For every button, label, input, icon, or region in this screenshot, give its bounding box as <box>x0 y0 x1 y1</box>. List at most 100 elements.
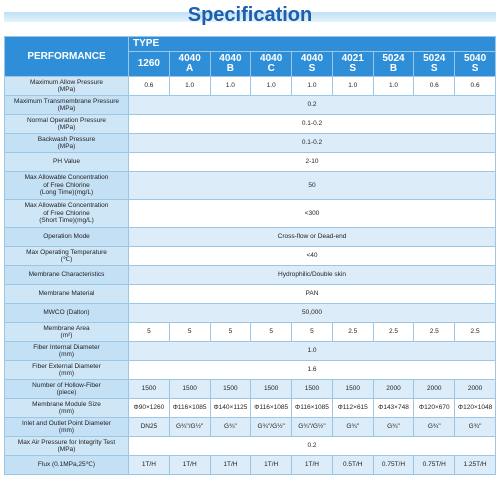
spec-row: MWCO (Dalton) 50,000 <box>4 303 496 323</box>
row-label: Max Allowable Concentration of Free Chlo… <box>4 199 129 228</box>
title: Specification <box>187 4 313 26</box>
cell-value: Φ116×1085 <box>291 398 333 418</box>
cell-value: 1T/H <box>250 455 293 475</box>
model-header: 4040 S <box>291 51 333 77</box>
row-label: Fiber Internal Diameter (mm) <box>4 341 129 361</box>
cell-value: 0.6 <box>454 76 496 96</box>
model-header: 4040 B <box>209 51 252 77</box>
cell-value: 1.25T/H <box>454 455 496 475</box>
spec-row: Fiber Internal Diameter (mm) 1.0 <box>4 341 496 361</box>
cell-value: 1500 <box>209 379 252 399</box>
row-label: Inlet and Outlet Point Diameter (mm) <box>4 417 129 437</box>
cell-value: 5 <box>128 322 170 342</box>
spec-row: Flux (0.1MPa,25℃) 1T/H 1T/H 1T/H 1T/H 1T/H 0.5… <box>4 455 496 475</box>
merged-value: PAN <box>128 284 496 304</box>
model-header: 4040 C <box>250 51 293 77</box>
row-label: Normal Operation Pressure (MPa) <box>4 114 129 134</box>
cell-value: 0.6 <box>128 76 170 96</box>
cell-value: 2000 <box>413 379 456 399</box>
cell-value: 1T/H <box>128 455 170 475</box>
cell-value: 2.5 <box>331 322 374 342</box>
cell-value: DN25 <box>128 417 170 437</box>
table-body: Maximum Allow Pressure (MPa) 0.6 1.0 1.0 1.0… <box>4 76 496 475</box>
merged-value: Hydrophilic/Double skin <box>128 265 496 285</box>
row-label: Number of Hollow-Fiber (piece) <box>4 379 129 399</box>
merged-value: 1.0 <box>128 341 496 361</box>
row-label: Maximum Transmembrane Pressure (MPa) <box>4 95 129 115</box>
cell-value: 1500 <box>168 379 211 399</box>
cell-value: 1.0 <box>372 76 415 96</box>
model-header: 5024 B <box>372 51 415 77</box>
merged-value: 0.2 <box>128 95 496 115</box>
row-label: Membrane Material <box>4 284 129 304</box>
spec-row: PH Value 2-10 <box>4 152 496 172</box>
cell-value: 1T/H <box>168 455 211 475</box>
model-header: 5024 S <box>413 51 456 77</box>
cell-value: G¾" <box>372 417 415 437</box>
cell-value: Φ143×748 <box>372 398 415 418</box>
cell-value: Φ116×1085 <box>250 398 293 418</box>
row-label: Flux (0.1MPa,25℃) <box>4 455 129 475</box>
merged-value: 50 <box>128 171 496 200</box>
group-header: TYPE <box>128 36 496 52</box>
cell-value: 1500 <box>291 379 333 399</box>
merged-value: Cross-flow or Dead-end <box>128 227 496 247</box>
cell-value: 1T/H <box>291 455 333 475</box>
row-label: Membrane Area (m²) <box>4 322 129 342</box>
cell-value: 1500 <box>128 379 170 399</box>
row-label: PH Value <box>4 152 129 172</box>
merged-value: <300 <box>128 199 496 228</box>
cell-value: Φ120×1048 <box>454 398 496 418</box>
cell-value: 2.5 <box>372 322 415 342</box>
cell-value: 1.0 <box>168 76 211 96</box>
model-header: 1260 <box>128 51 170 77</box>
row-label: MWCO (Dalton) <box>4 303 129 323</box>
cell-value: G¾"/G½" <box>250 417 293 437</box>
spec-row: Backwash Pressure (MPa) 0.1-0.2 <box>4 133 496 153</box>
row-label: Maximum Allow Pressure (MPa) <box>4 76 129 96</box>
spec-row: Membrane Area (m²) 5 5 5 5 5 2.5 2.5 2.5 2.5 <box>4 322 496 342</box>
model-header: 5040 S <box>454 51 496 77</box>
cell-value: Φ140×1125 <box>209 398 252 418</box>
spec-row: Inlet and Outlet Point Diameter (mm) DN25… <box>4 417 496 437</box>
spec-row: Fiber External Diameter (mm) 1.6 <box>4 360 496 380</box>
model-header: 4021 S <box>331 51 374 77</box>
row-label: Membrane Characteristics <box>4 265 129 285</box>
spec-row: Operation Mode Cross-flow or Dead-end <box>4 227 496 247</box>
cell-value: Φ90×1260 <box>128 398 170 418</box>
spec-row: Max Operating Temperature (℃) <40 <box>4 246 496 266</box>
row-label: Max Allowable Concentration of Free Chlo… <box>4 171 129 200</box>
cell-value: G¾"/G½" <box>291 417 333 437</box>
cell-value: 1500 <box>331 379 374 399</box>
merged-value: 0.2 <box>128 436 496 456</box>
row-label: Max Air Pressure for Integrity Test (MPa… <box>4 436 129 456</box>
merged-value: 1.6 <box>128 360 496 380</box>
cell-value: 0.75T/H <box>413 455 456 475</box>
header-row: PERFORMANCE TYPE <box>4 36 496 77</box>
merged-value: 0.1-0.2 <box>128 114 496 134</box>
cell-value: G¾" <box>209 417 252 437</box>
cell-value: 0.5T/H <box>331 455 374 475</box>
cell-value: 1.0 <box>291 76 333 96</box>
cell-value: 1.0 <box>250 76 293 96</box>
corner-header: PERFORMANCE <box>4 36 129 77</box>
cell-value: 2000 <box>372 379 415 399</box>
title-band <box>4 12 496 22</box>
cell-value: Φ116×1085 <box>168 398 211 418</box>
row-label: Backwash Pressure (MPa) <box>4 133 129 153</box>
cell-value: Φ112×615 <box>331 398 374 418</box>
spec-row: Membrane Material PAN <box>4 284 496 304</box>
cell-value: 0.6 <box>413 76 456 96</box>
row-label: Operation Mode <box>4 227 129 247</box>
merged-value: 2-10 <box>128 152 496 172</box>
cell-value: 1T/H <box>209 455 252 475</box>
spec-row: Max Allowable Concentration of Free Chlo… <box>4 171 496 200</box>
cell-value: 2000 <box>454 379 496 399</box>
cell-value: 1500 <box>250 379 293 399</box>
cell-value: 1.0 <box>209 76 252 96</box>
cell-value: Φ120×670 <box>413 398 456 418</box>
row-label: Max Operating Temperature (℃) <box>4 246 129 266</box>
spec-row: Maximum Transmembrane Pressure (MPa) 0.2 <box>4 95 496 115</box>
